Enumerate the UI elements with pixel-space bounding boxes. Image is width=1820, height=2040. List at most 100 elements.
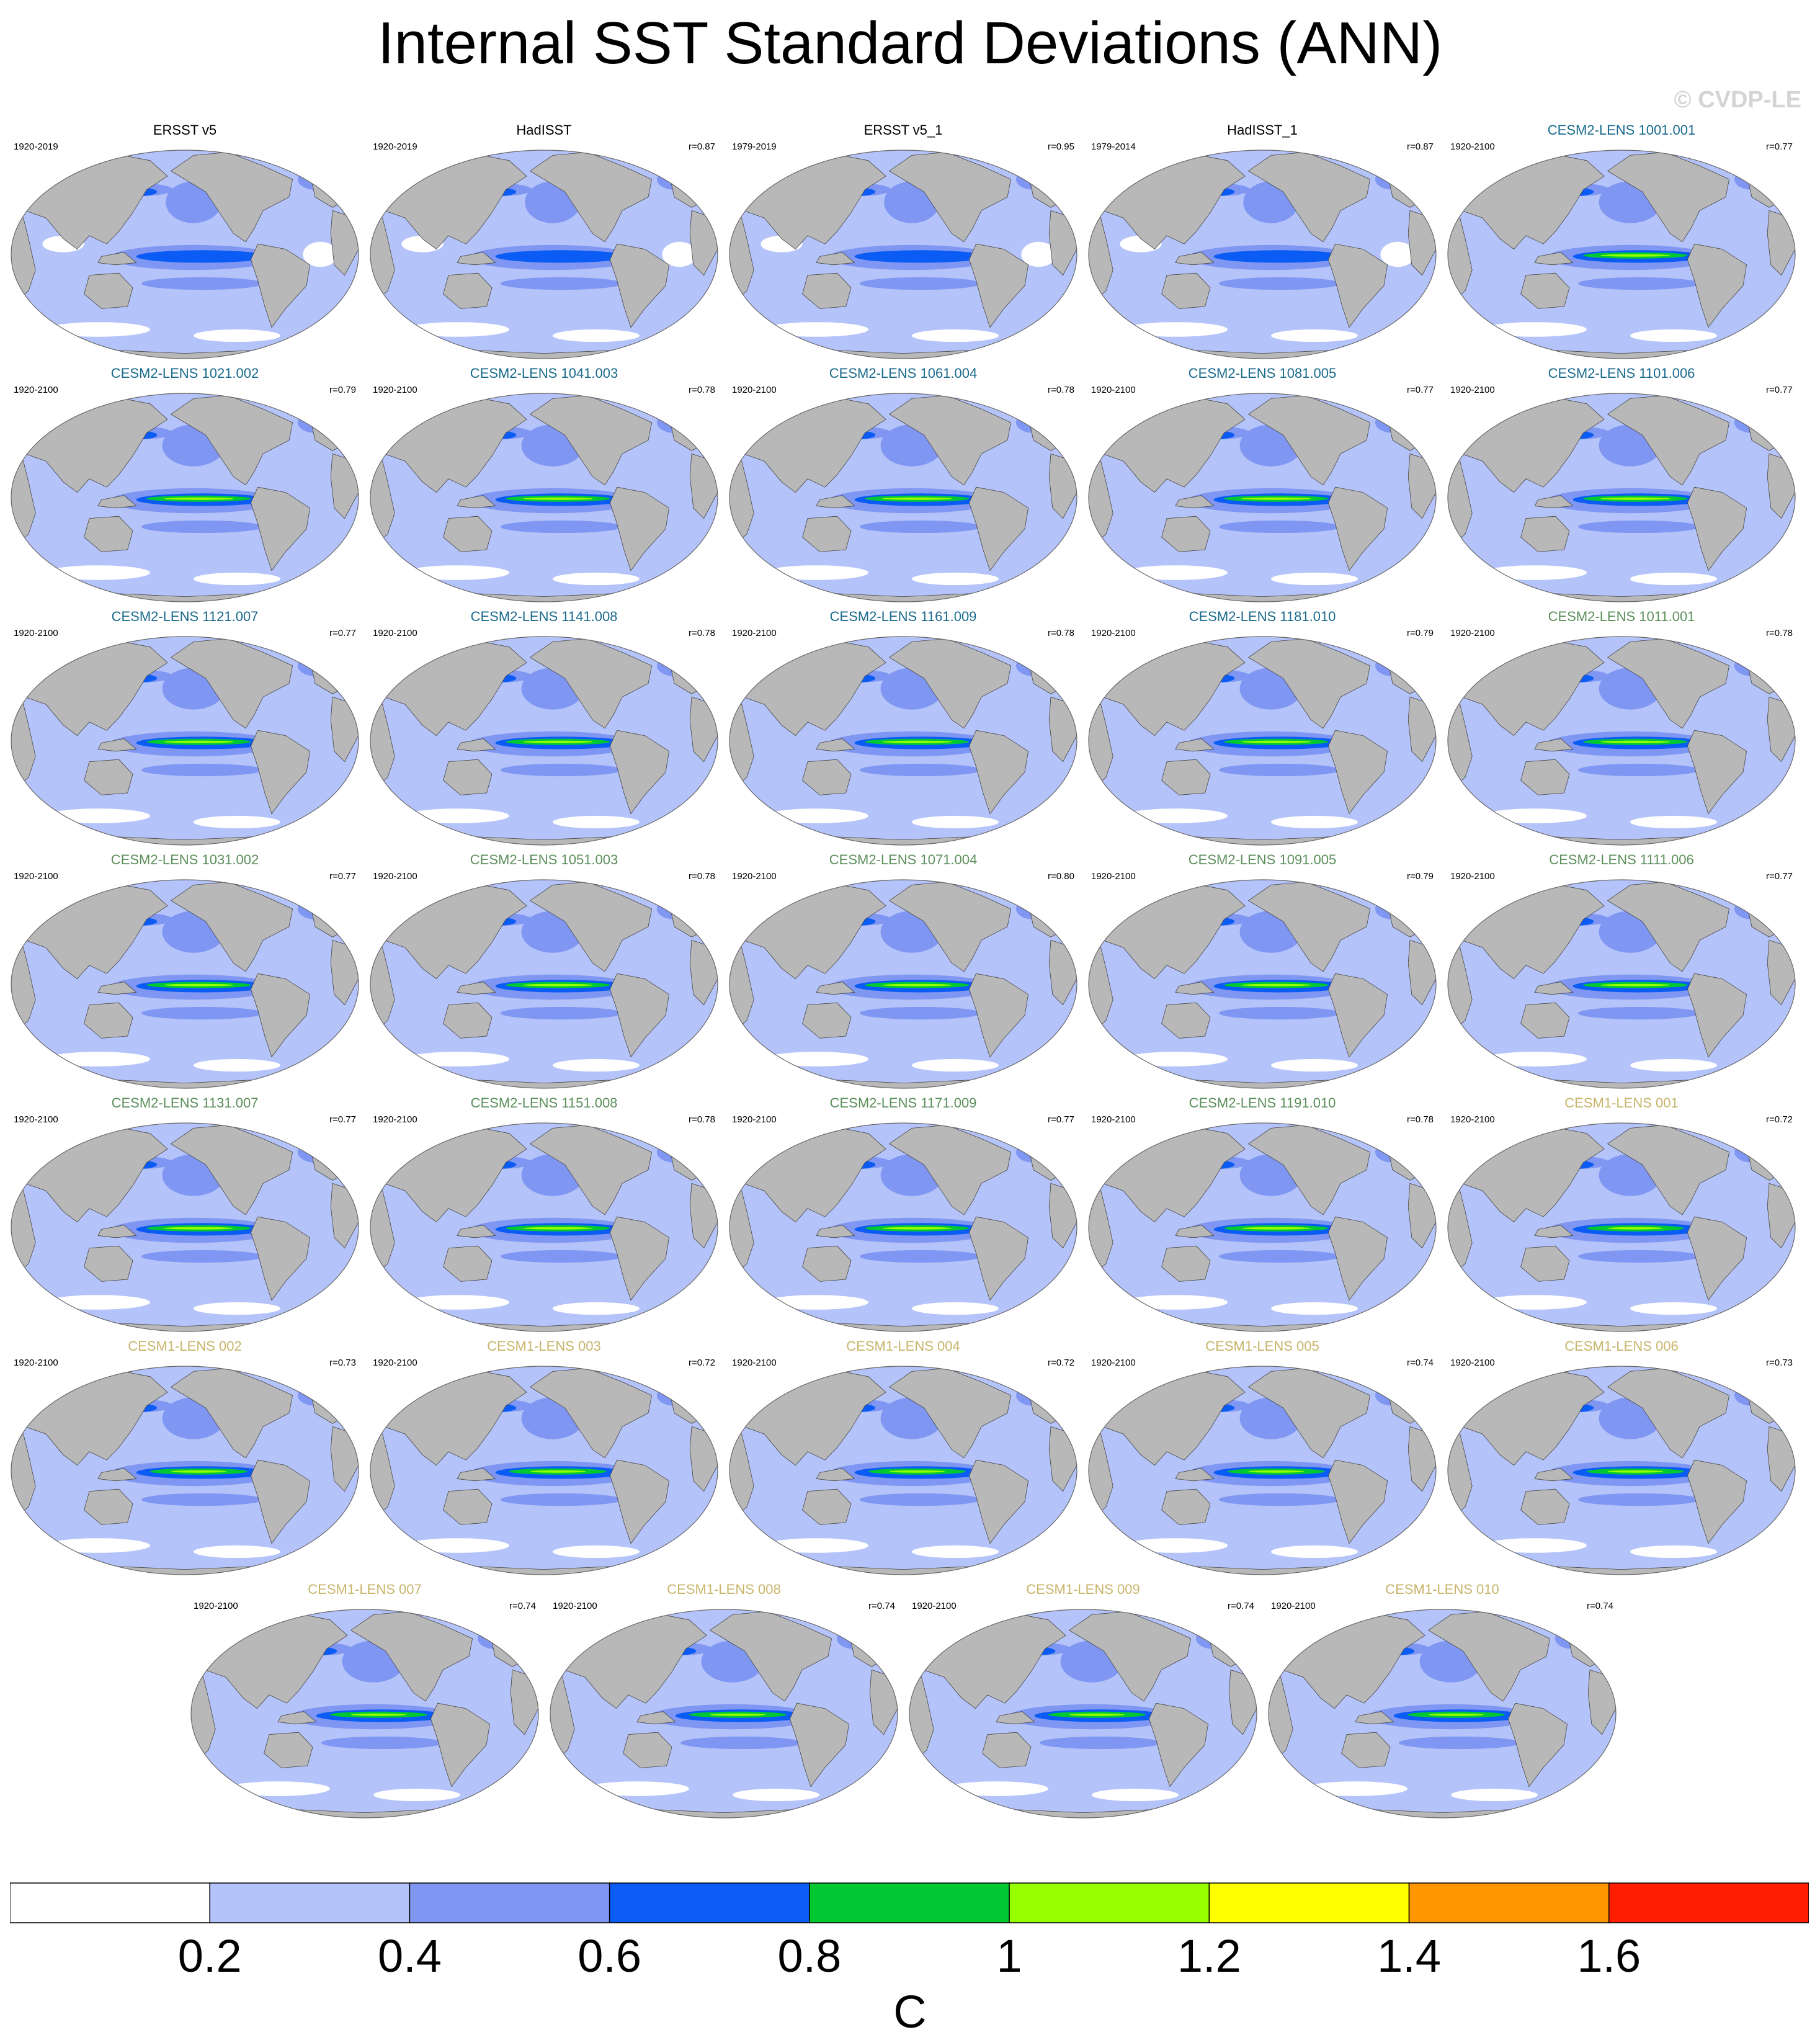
colorbar-boxes (10, 1882, 1809, 1923)
sst-stddev-map (370, 1366, 718, 1575)
low-variance-region (1303, 1781, 1407, 1796)
map-panel: ERSST v5 1920-2019 (10, 122, 360, 362)
panel-title: CESM1-LENS 010 (1385, 1581, 1499, 1597)
panel-years: 1920-2100 (1091, 1114, 1136, 1125)
low-variance-region (733, 1788, 819, 1802)
panel-years: 1920-2100 (1450, 141, 1495, 152)
land-samerica (1327, 1459, 1388, 1544)
low-variance-region (1483, 1052, 1587, 1067)
figure-title: Internal SST Standard Deviations (ANN) (377, 10, 1443, 76)
gulf-stream-peak (1384, 1140, 1391, 1147)
land-namerica (529, 1124, 653, 1215)
panel-correlation: r=0.87 (1407, 141, 1434, 152)
colorbar-tick-label: 1.6 (1577, 1930, 1641, 1982)
land-namerica (1247, 881, 1371, 972)
moderate-variance-region (1219, 1250, 1340, 1263)
land-namerica (1607, 638, 1730, 729)
low-variance-region (764, 1052, 868, 1067)
panel-title: CESM2-LENS 1181.010 (1189, 609, 1336, 624)
land-samerica (1687, 973, 1747, 1058)
map-layers (1448, 1366, 1795, 1575)
panel-correlation: r=0.74 (868, 1601, 895, 1611)
land-indonesia (457, 252, 496, 266)
panel-years: 1920-2100 (14, 1114, 58, 1125)
map-panel: CESM2-LENS 1111.006 1920-2100 r=0.77 (1447, 851, 1796, 1092)
map-panel: CESM2-LENS 1081.005 1920-2100 r=0.77 (1087, 365, 1437, 606)
gulf-stream-variance (1739, 653, 1754, 666)
moderate-variance-region (501, 277, 622, 290)
map-outline (1088, 393, 1437, 602)
sst-stddev-map (11, 1122, 359, 1332)
low-variance-region (194, 572, 280, 586)
land-indonesia (1534, 495, 1574, 509)
gulf-stream-peak (1743, 168, 1751, 174)
land-samerica (609, 1459, 670, 1544)
land-australia (84, 516, 133, 552)
panel-title: CESM2-LENS 1061.004 (829, 365, 978, 381)
land-samerica (609, 486, 670, 571)
moderate-variance-region (1578, 763, 1700, 777)
panel-title: HadISST (516, 122, 572, 138)
land-australia (1520, 1245, 1570, 1282)
land-samerica (968, 1216, 1029, 1301)
map-outline (550, 1609, 898, 1819)
map-panel: CESM1-LENS 008 1920-2100 r=0.74 (549, 1581, 899, 1822)
sst-stddev-map (370, 879, 718, 1089)
land-namerica (1607, 395, 1730, 486)
map-outline (729, 1366, 1077, 1575)
panel-title: CESM2-LENS 1171.009 (829, 1095, 977, 1111)
map-panel: HadISST_1 1979-2014 r=0.87 (1087, 122, 1437, 362)
land-namerica (529, 395, 653, 486)
land-samerica (968, 243, 1029, 328)
panel-years: 1920-2100 (1450, 628, 1495, 638)
moderate-variance-region (141, 1006, 263, 1020)
panel-years: 1920-2100 (14, 871, 58, 882)
land-australia (982, 1732, 1032, 1768)
land-australia (84, 1002, 133, 1039)
panel-correlation: r=0.78 (1766, 628, 1793, 638)
gulf-stream-peak (666, 1384, 673, 1390)
panel-correlation: r=0.73 (1766, 1358, 1793, 1368)
gulf-stream-variance (1380, 896, 1394, 910)
land-namerica (529, 151, 653, 243)
gulf-stream-peak (306, 1384, 314, 1390)
panel-title: CESM1-LENS 001 (1564, 1095, 1679, 1111)
land-namerica (1607, 151, 1730, 243)
land-samerica (250, 243, 311, 328)
low-variance-region (46, 808, 150, 823)
panel-title: CESM2-LENS 1101.006 (1548, 365, 1695, 381)
low-variance-region (912, 815, 999, 829)
sst-stddev-map (1088, 879, 1437, 1089)
gulf-stream-variance (1380, 1382, 1394, 1396)
map-panel: CESM2-LENS 1041.003 1920-2100 r=0.78 (369, 365, 719, 606)
map-panel: ERSST v5_1 1979-2019 r=0.95 (728, 122, 1078, 362)
gulf-stream-variance (1560, 1626, 1574, 1639)
gulf-stream-peak (1384, 654, 1391, 661)
gulf-stream-variance (1021, 1382, 1035, 1396)
equatorial-band-max (882, 1227, 952, 1230)
low-variance-region (553, 1545, 640, 1559)
land-indonesia (1534, 1468, 1574, 1482)
map-layers (11, 1366, 359, 1575)
sst-stddev-map (1447, 879, 1796, 1089)
panel-correlation: r=0.78 (1048, 628, 1074, 638)
panel-correlation: r=0.77 (329, 871, 356, 882)
equatorial-band-max (164, 740, 234, 743)
land-indonesia (996, 1711, 1035, 1725)
gulf-stream-variance (303, 1139, 317, 1153)
land-australia (1520, 516, 1570, 552)
land-namerica (1607, 881, 1730, 972)
land-samerica (609, 730, 670, 815)
map-layers (729, 1366, 1077, 1575)
low-variance-region (662, 241, 697, 267)
land-australia (623, 1732, 672, 1768)
low-variance-region (1630, 329, 1717, 342)
moderate-variance-region (860, 277, 981, 290)
map-panel: CESM2-LENS 1171.009 1920-2100 r=0.77 (728, 1094, 1078, 1335)
map-outline (1088, 636, 1437, 846)
panel-title: CESM2-LENS 1071.004 (829, 852, 978, 867)
map-layers (1448, 150, 1795, 359)
moderate-variance-region (1578, 1250, 1700, 1263)
gulf-stream-variance (1739, 1139, 1754, 1153)
panel-correlation: r=0.79 (1407, 871, 1434, 882)
